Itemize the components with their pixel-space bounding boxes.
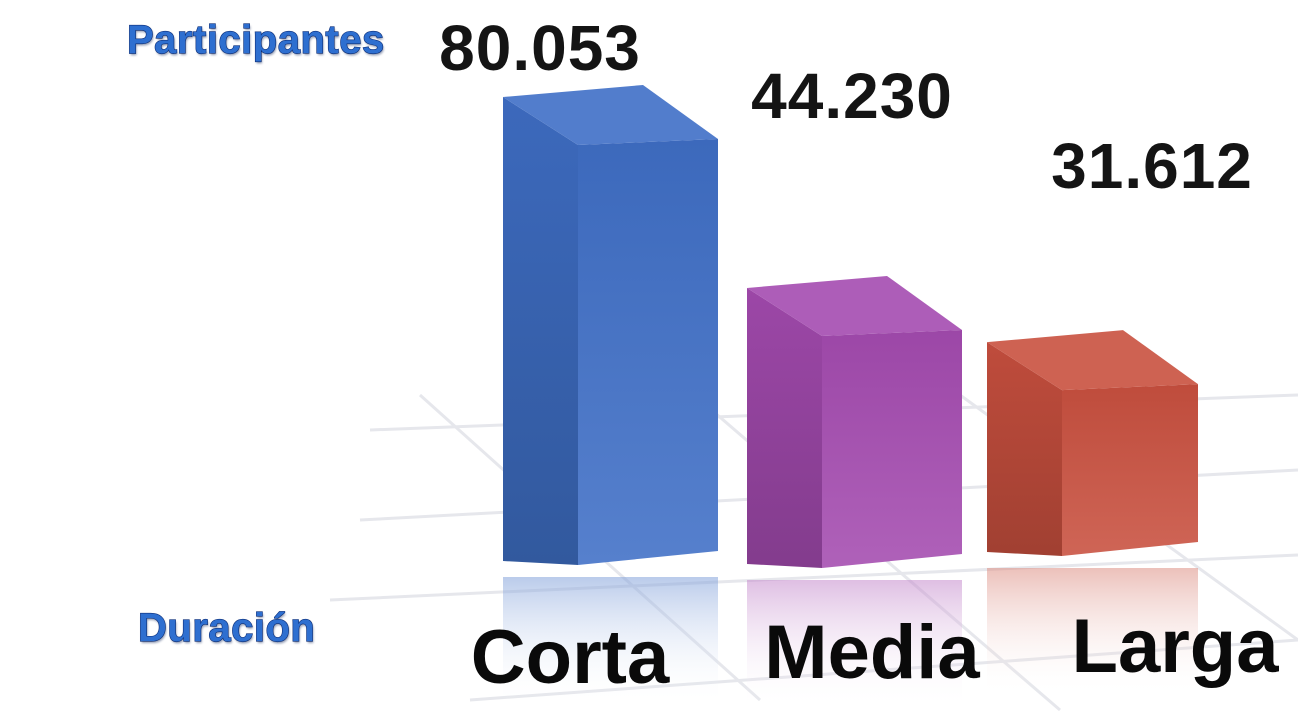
bar-reflection [987, 568, 1198, 696]
bar-front-face [578, 139, 718, 565]
bar-corta [503, 85, 718, 705]
bar-top-face [747, 275, 962, 336]
category-label-media: Media [764, 610, 980, 695]
bar-side-face [987, 342, 1062, 556]
bar-top-face [987, 330, 1198, 391]
bar-larga [987, 330, 1198, 696]
bar-reflection [747, 580, 962, 708]
bar-reflection [503, 577, 718, 705]
grid-line [329, 553, 1298, 602]
bar-front-face [1062, 384, 1198, 556]
value-label-corta: 80.053 [439, 12, 641, 84]
category-label-larga: Larga [1072, 604, 1280, 689]
bar-side-face [503, 97, 578, 565]
y-axis-label: Participantes [126, 17, 385, 62]
x-axis-label: Duración [137, 605, 316, 650]
bar-front-face [822, 329, 962, 568]
category-label-corta: Corta [471, 615, 670, 700]
bar-top-face [503, 85, 718, 145]
bar-media [747, 275, 962, 708]
bar-side-face [747, 287, 822, 568]
value-label-larga: 31.612 [1051, 130, 1253, 202]
bars [503, 85, 1198, 708]
value-label-media: 44.230 [751, 60, 953, 132]
